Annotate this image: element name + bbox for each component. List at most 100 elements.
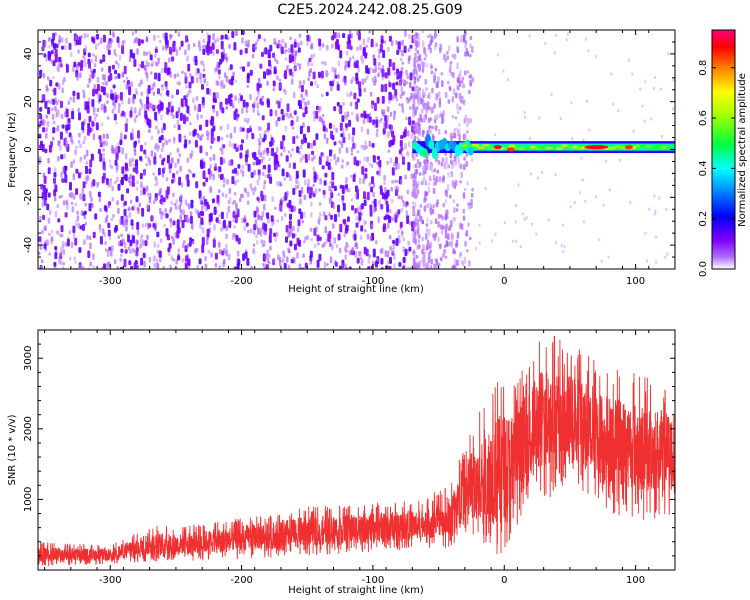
noise-cell [247, 39, 250, 47]
noise-cell [189, 72, 192, 78]
noise-cell [124, 174, 128, 182]
noise-cell [124, 123, 128, 133]
noise-cell [139, 144, 143, 152]
noise-cell [245, 134, 249, 140]
noise-cell [245, 105, 248, 110]
noise-cell [436, 169, 440, 174]
noise-cell [47, 157, 50, 164]
noise-cell [416, 77, 420, 82]
noise-cell [412, 208, 415, 216]
noise-cell [399, 70, 403, 80]
noise-cell [295, 177, 298, 185]
noise-cell [445, 240, 448, 247]
noise-cell [471, 76, 474, 83]
noise-cell [233, 200, 236, 204]
noise-cell [70, 161, 73, 168]
noise-cell [429, 203, 432, 208]
noise-cell [619, 158, 622, 162]
noise-cell [172, 192, 175, 198]
noise-cell [196, 264, 199, 269]
noise-cell [401, 49, 404, 57]
noise-cell [133, 59, 137, 67]
noise-cell [140, 79, 143, 85]
noise-cell [190, 150, 194, 157]
noise-cell [83, 32, 87, 39]
noise-cell [275, 100, 279, 105]
noise-cell [279, 117, 282, 121]
noise-cell [287, 150, 291, 154]
noise-cell [171, 235, 174, 240]
noise-cell [54, 210, 58, 218]
noise-cell [42, 94, 46, 103]
noise-cell [372, 191, 375, 198]
noise-cell [419, 215, 422, 222]
noise-cell [363, 246, 367, 255]
noise-cell [429, 207, 433, 214]
noise-cell [193, 104, 197, 111]
noise-cell [411, 86, 415, 92]
noise-cell [154, 225, 157, 232]
noise-cell [371, 176, 374, 185]
noise-cell [212, 154, 216, 161]
noise-cell [410, 173, 413, 180]
noise-cell [186, 55, 189, 62]
noise-cell [200, 114, 203, 119]
band-blob [555, 147, 564, 151]
noise-cell [416, 135, 419, 140]
noise-cell [246, 191, 250, 197]
noise-cell [281, 38, 284, 44]
noise-cell [72, 232, 76, 236]
noise-cell [71, 110, 75, 120]
noise-cell [172, 238, 175, 245]
noise-cell [523, 115, 526, 119]
noise-cell [220, 173, 224, 180]
noise-cell [80, 210, 84, 217]
noise-cell [379, 44, 383, 53]
noise-cell [307, 126, 310, 133]
noise-cell [342, 33, 346, 39]
noise-cell [224, 34, 228, 40]
noise-cell [343, 219, 346, 225]
noise-cell [159, 207, 162, 215]
noise-cell [135, 114, 138, 118]
noise-cell [353, 230, 357, 235]
noise-cell [463, 256, 467, 264]
noise-cell [176, 148, 180, 153]
noise-cell [350, 198, 354, 202]
noise-cell [154, 72, 158, 80]
noise-cell [554, 241, 557, 245]
noise-cell [641, 104, 644, 108]
noise-cell [112, 99, 115, 106]
noise-cell [195, 181, 199, 189]
noise-cell [131, 128, 134, 135]
noise-cell [52, 99, 56, 105]
noise-cell [214, 262, 218, 268]
noise-cell [188, 241, 192, 247]
noise-cell [412, 103, 415, 109]
noise-cell [262, 184, 266, 190]
noise-cell [286, 190, 289, 196]
noise-cell [276, 180, 279, 187]
noise-cell [48, 232, 51, 236]
spectrogram-band [411, 133, 675, 159]
noise-cell [405, 116, 408, 121]
noise-cell [88, 115, 92, 123]
noise-cell [158, 39, 162, 43]
noise-cell [419, 204, 422, 208]
noise-cell [401, 107, 405, 113]
noise-cell [242, 66, 245, 72]
spectrogram-x-label: Height of straight line (km) [288, 284, 424, 295]
noise-cell [335, 244, 339, 249]
noise-cell [117, 146, 121, 153]
noise-cell [421, 109, 424, 114]
noise-cell [223, 84, 226, 89]
noise-cell [186, 105, 190, 114]
noise-cell [41, 197, 45, 201]
noise-cell [178, 176, 182, 186]
noise-cell [74, 202, 78, 207]
noise-cell [223, 177, 226, 184]
noise-cell [192, 130, 196, 137]
noise-cell [148, 51, 151, 55]
noise-cell [421, 181, 424, 186]
